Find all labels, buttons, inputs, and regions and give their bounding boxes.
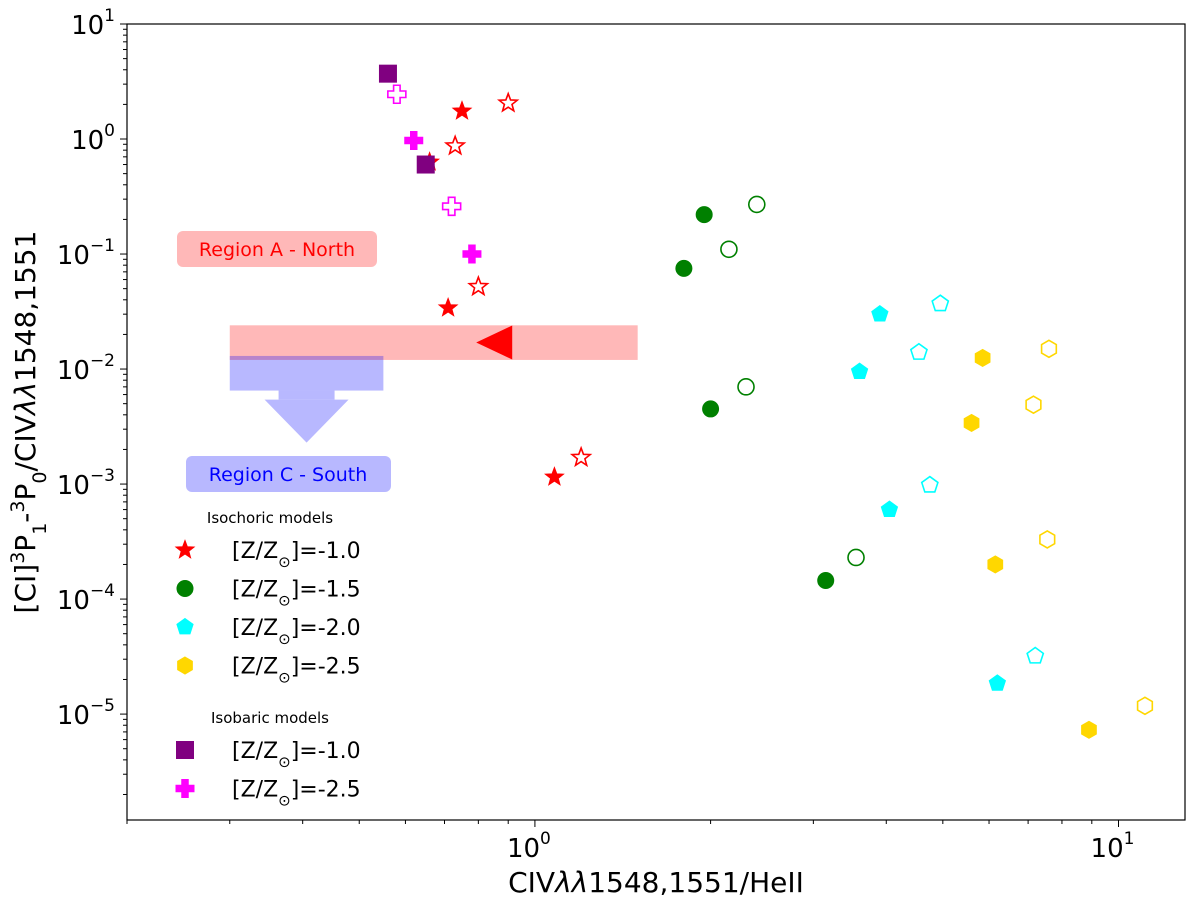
region-a-label-text: Region A - North [199,239,355,261]
y-tick-label: 10−2 [57,351,115,386]
y-tick-label: 101 [71,6,115,41]
series-isochoric--2.5 [963,339,1154,739]
legend-marker [176,580,194,597]
data-point-filled [850,362,869,379]
data-point-filled [702,400,720,418]
legend-marker [176,617,194,635]
region-c-band [229,355,384,391]
legend-entry: [Z/Z⊙]=-1.0 [174,539,361,571]
data-point-open [720,240,738,259]
data-point-filled [675,259,693,277]
axes: 101 100 10−1 10−2 10−3 10−4 10−5 100 101 CIVλλ154… [7,6,1134,899]
data-point-open [920,475,939,493]
data-point-filled [871,305,889,322]
x-tick-label: 101 [1091,829,1135,864]
data-point-open [748,195,766,214]
data-point-filled [416,155,435,174]
series-isobaric--1.0 [378,64,435,174]
data-point-filled [817,572,835,590]
data-point-filled [974,348,991,367]
data-point-filled [451,100,473,120]
legend-label: [Z/Z⊙]=-1.0 [232,739,361,771]
legend-group-header: Isochoric models [207,509,333,527]
data-point-open [931,294,950,312]
data-point-open [443,134,467,156]
data-point-open [1026,646,1045,664]
y-tick-label: 10−5 [57,696,115,731]
data-point-filled [987,555,1004,574]
legend-entry: [Z/Z⊙]=-2.5 [177,655,361,687]
legend-marker [174,539,196,559]
data-point-open [467,274,490,297]
region-a-label: Region A - North [177,231,377,267]
legend-group-header: Isobaric models [211,709,329,727]
data-point-filled [378,64,397,83]
y-tick-label: 100 [71,121,115,156]
legend-entry: [Z/Z⊙]=-2.0 [176,616,361,648]
series-isochoric--1.5 [675,195,865,590]
region-a-band [229,325,638,360]
data-point-open [387,84,407,105]
data-point-filled [963,413,980,433]
data-point-open [1039,530,1056,549]
data-point-open [737,378,755,396]
x-axis-title: CIVλλ1548,1551/HeII [508,866,804,899]
data-points [378,64,1154,739]
data-point-filled [462,244,482,264]
legend-label: [Z/Z⊙]=-1.0 [232,539,361,571]
data-point-filled [880,500,899,517]
region-c-arrow-shaft [278,390,335,400]
region-c-label: Region C - South [186,456,391,492]
region-a-marker [476,325,513,360]
data-point-open [1136,696,1154,716]
legend-marker [176,741,194,759]
plot-frame [126,23,1186,821]
legend-label: [Z/Z⊙]=-2.5 [232,655,361,687]
legend-label: [Z/Z⊙]=-1.5 [232,578,361,610]
region-c-arrow-head [264,399,349,443]
legend-label: [Z/Z⊙]=-2.0 [232,616,361,648]
region-annotations: Region A - North Region C - South [177,231,638,492]
data-point-filled [544,466,565,486]
data-point-open [496,91,520,113]
region-c-label-text: Region C - South [209,464,368,486]
data-point-open [909,342,928,360]
series-isochoric--2.0 [850,294,1045,691]
data-point-filled [988,674,1007,691]
legend-label: [Z/Z⊙]=-2.5 [232,778,361,810]
legend: Isochoric models [Z/Z⊙]=-1.0 [Z/Z⊙]=-1.5 [Z… [174,509,361,810]
y-tick-label: 10−1 [57,236,115,271]
y-axis-title: [CI]3P1-3P0/CIVλλ1548,1551 [7,231,51,614]
data-point-open [1040,339,1058,359]
series-isochoric--1.0 [419,91,593,486]
legend-marker [175,779,195,798]
data-point-open [569,445,593,468]
data-point-filled [404,131,424,151]
data-point-filled [437,296,459,317]
y-tick-label: 10−4 [57,581,115,616]
legend-entry: [Z/Z⊙]=-2.5 [175,778,361,810]
data-point-filled [695,206,713,224]
region-c-label-box [186,456,391,492]
data-point-open [847,548,865,567]
y-tick-label: 10−3 [57,466,115,501]
data-point-open [441,196,462,217]
legend-marker [177,656,193,675]
region-a-label-box [177,231,377,267]
legend-entry: [Z/Z⊙]=-1.0 [176,739,361,771]
x-tick-label: 100 [507,829,551,864]
data-point-open [1025,395,1042,415]
legend-entry: [Z/Z⊙]=-1.5 [176,578,361,610]
series-isobaric--2.5 [387,84,482,264]
data-point-filled [1081,720,1097,739]
